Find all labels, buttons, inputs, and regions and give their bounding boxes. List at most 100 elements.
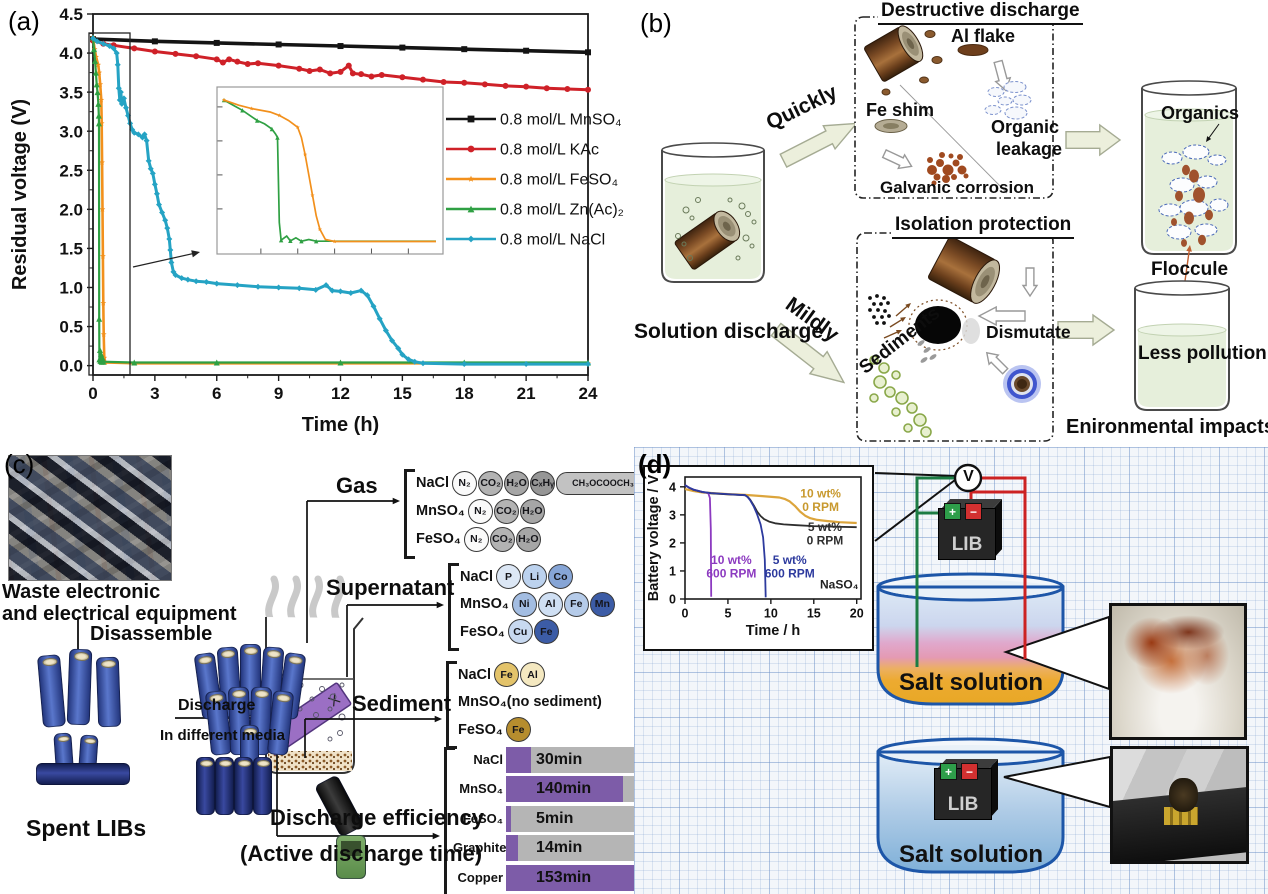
chem-medium-label: NaCl <box>458 666 492 683</box>
sediment-layer <box>268 751 352 771</box>
al-flake-icon <box>957 44 989 56</box>
species-chip: CH₃OCOOCH₃ <box>556 471 634 495</box>
panel-b-label: (b) <box>640 8 672 38</box>
y-tick-label: 4.5 <box>59 5 83 24</box>
y-tick-label: 3 <box>669 508 676 522</box>
fe-shim-label: Fe shim <box>866 100 935 120</box>
block-arrow <box>977 305 1026 327</box>
bar-category-label: Graphite <box>453 840 507 856</box>
y-tick-label: 2.0 <box>59 200 83 219</box>
waste-caption-line1: Waste electronic <box>2 581 161 603</box>
chem-medium-label: NaCl <box>416 475 450 491</box>
battery-tip <box>73 651 89 661</box>
bar-value-label: 30min <box>536 751 583 768</box>
chart-annotation: 0 RPM <box>802 500 839 514</box>
organic-cloud <box>1003 81 1027 93</box>
dismutate-label: Dismutate <box>986 322 1071 342</box>
salt-solution-label-1: Salt solution <box>899 669 1043 696</box>
organic-ring <box>891 407 901 417</box>
species-chip: Ni <box>511 591 537 617</box>
organic-ring <box>903 423 913 433</box>
voltage-time-chart: 0 3 6 9 12 15 18 21 24 0.0 0.5 1.0 1.5 2.0 2.5 3.0 3.5 4.… <box>9 5 624 436</box>
spent-libs-label: Spent LIBs <box>26 815 147 841</box>
x-tick-label: 10 <box>764 607 778 621</box>
x-tick-label: 9 <box>274 384 283 403</box>
battery-tip <box>198 655 214 665</box>
floccule-cloud <box>1161 151 1183 165</box>
discharge-efficiency-label: Discharge efficiency <box>270 805 484 830</box>
x-tick-label: 3 <box>150 384 159 403</box>
species-chip: N₂ <box>467 498 493 524</box>
battery-icon <box>928 236 1001 304</box>
red-wire <box>981 476 1027 659</box>
floccule-cloud <box>1196 175 1218 189</box>
species-chip: Co <box>548 564 574 590</box>
chart-annotation: 10 wt% <box>711 553 752 567</box>
chart-annotation: 600 RPM <box>765 566 815 580</box>
panel-d-label: (d) <box>638 449 672 479</box>
organic-ring <box>884 386 896 398</box>
species-chip: Al <box>537 591 563 617</box>
panel-d: (d) 0 5 10 15 20 0 1 2 3 4 Time / h Battery voltage… <box>634 447 1268 894</box>
callout-line <box>874 472 956 477</box>
sediment-species-group: NaCl Fe Al MnSO₄(no sediment) FeSO₄ Fe <box>446 661 604 749</box>
chem-row: NaCl P Li Co <box>460 563 615 591</box>
zoom-region-box <box>88 32 131 376</box>
red-wire-branch <box>969 490 1025 502</box>
bar-value-label: 14min <box>536 839 583 857</box>
inset-series-line <box>223 99 436 243</box>
bar-track: 153min <box>506 864 634 891</box>
chem-row: FeSO₄ Fe <box>458 716 604 744</box>
bar-category-label: Copper <box>457 869 504 885</box>
y-tick-label: 2 <box>669 536 676 550</box>
species-chip: N₂ <box>452 470 478 496</box>
battery-tip <box>221 649 236 659</box>
chart-annotation: NaSO₄ <box>820 577 859 591</box>
y-tick-label: 0 <box>669 593 676 607</box>
floccule-cloud <box>1182 144 1210 160</box>
active-discharge-time-label: (Active discharge time) <box>240 841 483 866</box>
chart-annotation: 600 RPM <box>706 566 756 580</box>
block-arrow <box>985 351 1009 375</box>
waste-caption-line2: and electrical equipment <box>2 603 237 625</box>
environmental-impacts-label: Enironmental impacts <box>1066 416 1268 438</box>
bar-value-label: 5min <box>536 809 574 827</box>
bar-fill <box>506 776 624 803</box>
battery-voltage-chart: 0 5 10 15 20 0 1 2 3 4 Time / h Battery voltage / V… <box>646 474 864 639</box>
x-tick-label: 0 <box>682 607 689 621</box>
lib-battery-1: + − LIB <box>938 499 1004 561</box>
inset-box <box>216 86 444 255</box>
y-axis-label: Battery voltage / V <box>646 474 662 601</box>
battery-voltage-chartbox: 0 5 10 15 20 0 1 2 3 4 Time / h Battery voltage / V… <box>643 465 874 651</box>
x-axis-label: Time (h) <box>302 414 379 436</box>
bowl-liquid <box>878 587 1063 704</box>
efficiency-bracket <box>444 747 455 894</box>
x-tick-label: 21 <box>517 384 536 403</box>
battery-tip <box>276 693 292 703</box>
species-chip: CO₂ <box>493 498 519 524</box>
gas-label: Gas <box>336 473 378 498</box>
leakage-label: leakage <box>996 139 1063 159</box>
legend-label: 0.8 mol/L Zn(Ac)₂ <box>500 202 624 219</box>
x-tick-label: 0 <box>88 384 97 403</box>
bar-category-label: NaCl <box>473 752 503 767</box>
discharge-label: Discharge <box>178 697 256 714</box>
species-chip: Fe <box>505 717 531 743</box>
x-tick-label: 20 <box>850 607 864 621</box>
bar-track: 5min <box>506 805 634 832</box>
chem-row: FeSO₄ N₂ CO₂ H₂O <box>416 525 634 553</box>
organic-ring <box>895 391 909 405</box>
lib1-positive-terminal: + <box>944 503 961 520</box>
bar-fill <box>506 747 532 773</box>
bar-track: 140min <box>506 776 634 803</box>
chart-annotation: 10 wt% <box>800 486 841 500</box>
series-line <box>684 484 767 598</box>
chart-annotation: 0 RPM <box>807 534 844 548</box>
sediment-label: Sediment <box>352 691 452 716</box>
bar-fill <box>506 805 511 832</box>
block-arrow <box>770 322 846 384</box>
organic-ring <box>906 402 918 414</box>
organics-label: Organics <box>1161 103 1240 123</box>
battery-corner-photo <box>1110 746 1249 864</box>
species-chip: H₂O <box>515 526 541 552</box>
